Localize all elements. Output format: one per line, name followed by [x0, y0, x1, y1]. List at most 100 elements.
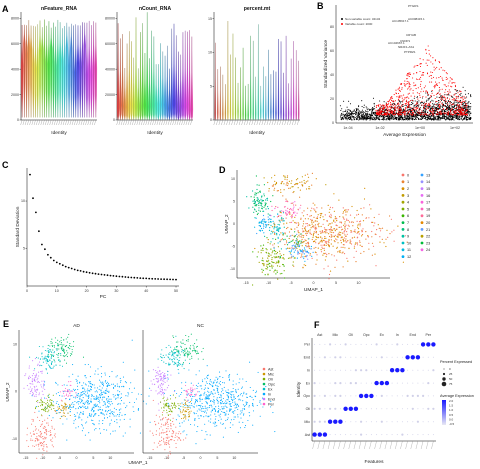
umap-point [290, 240, 292, 242]
umap-point [334, 266, 336, 268]
facet-title: AD [73, 323, 80, 329]
umap-point [63, 344, 65, 346]
non-variable-point [463, 106, 465, 108]
umap-point [334, 221, 336, 223]
umap-point [346, 257, 348, 259]
x-tick-label [143, 119, 146, 126]
umap-point [342, 266, 344, 268]
umap-point [291, 217, 293, 219]
x-tick-label [74, 119, 76, 126]
variable-point [446, 113, 449, 115]
umap-point [101, 387, 103, 389]
umap-point [322, 223, 324, 225]
umap-point [321, 212, 323, 215]
umap-point [79, 397, 81, 399]
non-variable-point [448, 104, 451, 106]
umap-point [347, 260, 349, 262]
elbow-point [130, 276, 133, 279]
umap-point [379, 236, 381, 238]
variable-point [397, 109, 399, 111]
umap-point [37, 443, 39, 446]
umap-point [311, 207, 313, 209]
non-variable-point [358, 105, 360, 107]
umap-point [283, 220, 285, 222]
variable-point [407, 105, 410, 107]
umap-point [45, 428, 47, 431]
umap-point [307, 258, 309, 260]
non-variable-point [391, 103, 393, 105]
umap-point [26, 427, 29, 429]
umap-point [273, 250, 275, 252]
umap-point [256, 213, 258, 216]
variable-point [421, 110, 423, 112]
umap-point [86, 421, 88, 423]
non-variable-point [401, 104, 403, 106]
non-variable-point [455, 104, 457, 106]
non-variable-point [470, 102, 472, 105]
non-variable-point [444, 108, 446, 110]
legend-swatch [420, 194, 424, 197]
umap-point [139, 432, 141, 434]
umap-point [41, 443, 44, 445]
umap-point [346, 219, 348, 221]
variable-point [409, 100, 412, 102]
non-variable-point [470, 117, 472, 120]
variable-point [397, 88, 399, 90]
non-variable-point [352, 110, 354, 112]
non-variable-point [394, 112, 396, 115]
umap-point [288, 187, 290, 189]
umap-point [101, 394, 103, 396]
umap-point [278, 227, 280, 229]
umap-point [343, 224, 345, 226]
variable-point [431, 92, 433, 94]
x-tick-label [92, 119, 94, 126]
variable-point [429, 104, 431, 106]
umap-point [296, 241, 298, 243]
umap-point [271, 267, 273, 269]
variable-point [400, 109, 402, 111]
umap-point [258, 225, 260, 227]
non-variable-point [372, 108, 374, 111]
non-variable-point [380, 118, 382, 120]
umap-point [346, 211, 348, 213]
non-variable-point [431, 106, 433, 108]
umap-point [45, 432, 47, 434]
umap-point [43, 425, 45, 427]
variable-point [423, 107, 425, 109]
non-variable-point [468, 102, 470, 104]
elbow-point [166, 278, 169, 281]
variable-point [435, 68, 437, 70]
umap-point [110, 413, 112, 415]
non-variable-point [413, 109, 415, 111]
variable-point [428, 114, 430, 116]
umap-point [286, 179, 288, 181]
umap-point [364, 187, 366, 189]
variable-point [404, 84, 406, 86]
non-variable-point [411, 101, 413, 104]
umap-point [97, 409, 99, 411]
variable-point [454, 84, 456, 86]
umap-point [77, 426, 79, 428]
non-variable-point [360, 112, 362, 114]
umap-point [283, 233, 285, 235]
variable-point [422, 95, 424, 98]
umap-point [74, 418, 77, 420]
elbow-point [148, 277, 151, 280]
elbow-point [64, 265, 67, 268]
non-variable-point [349, 110, 351, 112]
umap-point [88, 432, 90, 434]
umap-point [267, 241, 269, 244]
umap-point [328, 245, 330, 247]
umap-point [119, 419, 121, 421]
umap-point [365, 217, 367, 219]
non-variable-point [430, 107, 432, 109]
umap-point [117, 397, 119, 399]
umap-point [46, 434, 48, 436]
variable-point [433, 111, 435, 113]
umap-point [307, 207, 309, 209]
umap-point [66, 350, 68, 352]
umap-point [31, 375, 33, 377]
non-variable-point [463, 102, 465, 104]
umap-point [313, 216, 315, 218]
umap-point [69, 348, 71, 350]
